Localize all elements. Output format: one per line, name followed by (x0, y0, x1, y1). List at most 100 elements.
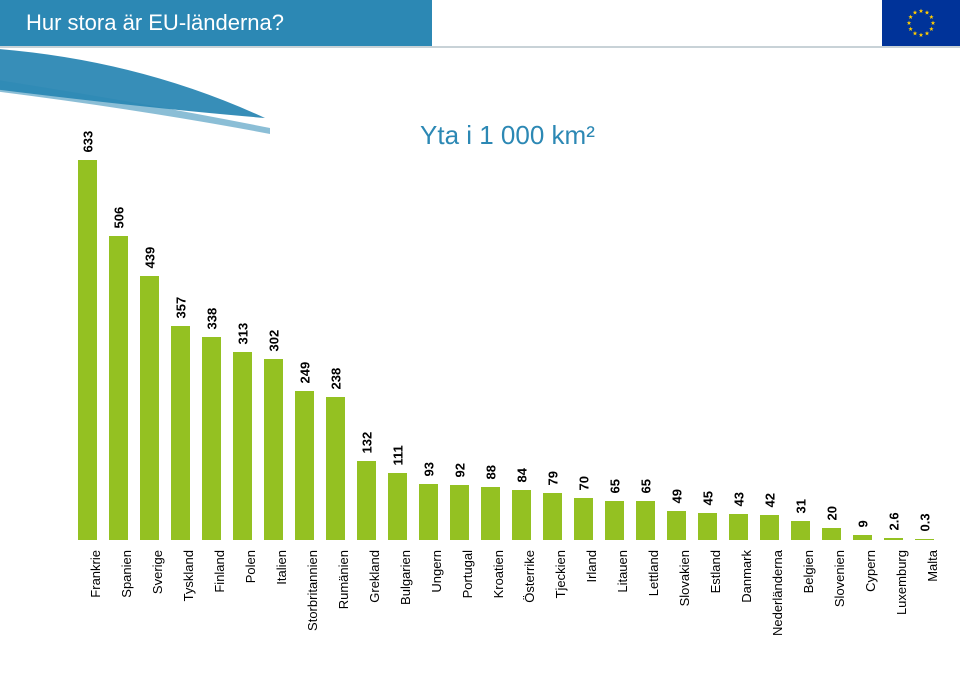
category-label: Estland (708, 550, 723, 593)
bar-slot: 42 (754, 515, 785, 540)
header: Hur stora är EU-länderna? (0, 0, 960, 46)
bar (853, 535, 873, 540)
bar-value-label: 84 (514, 442, 529, 482)
bar (667, 511, 687, 540)
bar (357, 461, 377, 540)
bar-slot: 20 (816, 528, 847, 540)
bar-slot: 65 (599, 501, 630, 540)
bar-value-label: 88 (483, 440, 498, 480)
bar (264, 359, 284, 540)
bar-value-label: 357 (173, 278, 188, 318)
bars-container: 6335064393573383133022492381321119392888… (72, 160, 940, 540)
bar-value-label: 45 (700, 466, 715, 506)
bar-value-label: 439 (142, 229, 157, 269)
bar-value-label: 49 (669, 463, 684, 503)
bar (233, 352, 253, 540)
category-label: Malta (925, 550, 940, 582)
x-label-slot: Tyskland (165, 544, 196, 640)
bar-value-label: 249 (297, 343, 312, 383)
category-label: Nederländerna (770, 550, 785, 636)
bar-value-label: 93 (421, 437, 436, 477)
x-label-slot: Slovenien (816, 544, 847, 640)
bar-slot: 357 (165, 326, 196, 540)
bar (636, 501, 656, 540)
bar-slot: 9 (847, 535, 878, 540)
bar-value-label: 111 (390, 426, 405, 466)
x-label-slot: Cypern (847, 544, 878, 640)
bar-value-label: 65 (607, 453, 622, 493)
bar (822, 528, 842, 540)
x-label-slot: Sverige (134, 544, 165, 640)
page-title: Hur stora är EU-länderna? (26, 10, 284, 36)
x-label-slot: Italien (258, 544, 289, 640)
bar (605, 501, 625, 540)
bar-slot: 93 (413, 484, 444, 540)
bar-slot: 302 (258, 359, 289, 540)
category-label: Italien (274, 550, 289, 585)
bar-value-label: 2.6 (886, 491, 901, 531)
category-label: Slovenien (832, 550, 847, 607)
category-label: Sverige (150, 550, 165, 594)
bar (109, 236, 129, 540)
category-label: Tjeckien (553, 550, 568, 598)
x-label-slot: Rumänien (320, 544, 351, 640)
x-label-slot: Österrike (506, 544, 537, 640)
bar (760, 515, 780, 540)
category-label: Belgien (801, 550, 816, 593)
bar-slot: 79 (537, 493, 568, 540)
category-label: Rumänien (336, 550, 351, 609)
swoosh-decoration (0, 48, 275, 138)
chart-title: Yta i 1 000 km² (420, 120, 595, 151)
category-label: Danmark (739, 550, 754, 603)
category-label: Tyskland (181, 550, 196, 601)
category-label: Litauen (615, 550, 630, 593)
category-label: Bulgarien (398, 550, 413, 605)
x-label-slot: Spanien (103, 544, 134, 640)
bar-slot: 132 (351, 461, 382, 540)
category-label: Polen (243, 550, 258, 583)
bar-slot: 0.3 (909, 539, 940, 540)
category-label: Spanien (119, 550, 134, 598)
bar-slot: 88 (475, 487, 506, 540)
bar-value-label: 302 (266, 311, 281, 351)
bar-value-label: 132 (359, 413, 374, 453)
x-label-slot: Portugal (444, 544, 475, 640)
bar-slot: 249 (289, 391, 320, 540)
bar-slot: 313 (227, 352, 258, 540)
category-label: Luxemburg (894, 550, 909, 615)
category-label: Slovakien (677, 550, 692, 606)
bar (140, 276, 160, 540)
x-label-slot: Slovakien (661, 544, 692, 640)
x-label-slot: Malta (909, 544, 940, 640)
x-label-slot: Storbritannien (289, 544, 320, 640)
bar-value-label: 0.3 (917, 492, 932, 532)
x-axis-labels: FrankrieSpanienSverigeTysklandFinlandPol… (72, 544, 940, 640)
x-label-slot: Polen (227, 544, 258, 640)
title-bar: Hur stora är EU-länderna? (0, 0, 432, 46)
bar (729, 514, 749, 540)
bar (481, 487, 501, 540)
bar (326, 397, 346, 540)
category-label: Frankrie (88, 550, 103, 598)
x-label-slot: Luxemburg (878, 544, 909, 640)
bar-value-label: 338 (204, 290, 219, 330)
bar-slot: 633 (72, 160, 103, 540)
bar-value-label: 65 (638, 453, 653, 493)
bar-value-label: 70 (576, 450, 591, 490)
x-label-slot: Nederländerna (754, 544, 785, 640)
bar (202, 337, 222, 540)
bar-slot: 439 (134, 276, 165, 540)
x-label-slot: Belgien (785, 544, 816, 640)
bar-slot: 111 (382, 473, 413, 540)
bar-slot: 65 (630, 501, 661, 540)
bar (419, 484, 439, 540)
bar-slot: 506 (103, 236, 134, 540)
bar-value-label: 31 (793, 474, 808, 514)
bar-slot: 43 (723, 514, 754, 540)
bar-value-label: 313 (235, 305, 250, 345)
bar (78, 160, 98, 540)
category-label: Storbritannien (305, 550, 320, 631)
bar (884, 538, 904, 540)
bar-value-label: 506 (111, 189, 126, 229)
x-label-slot: Litauen (599, 544, 630, 640)
